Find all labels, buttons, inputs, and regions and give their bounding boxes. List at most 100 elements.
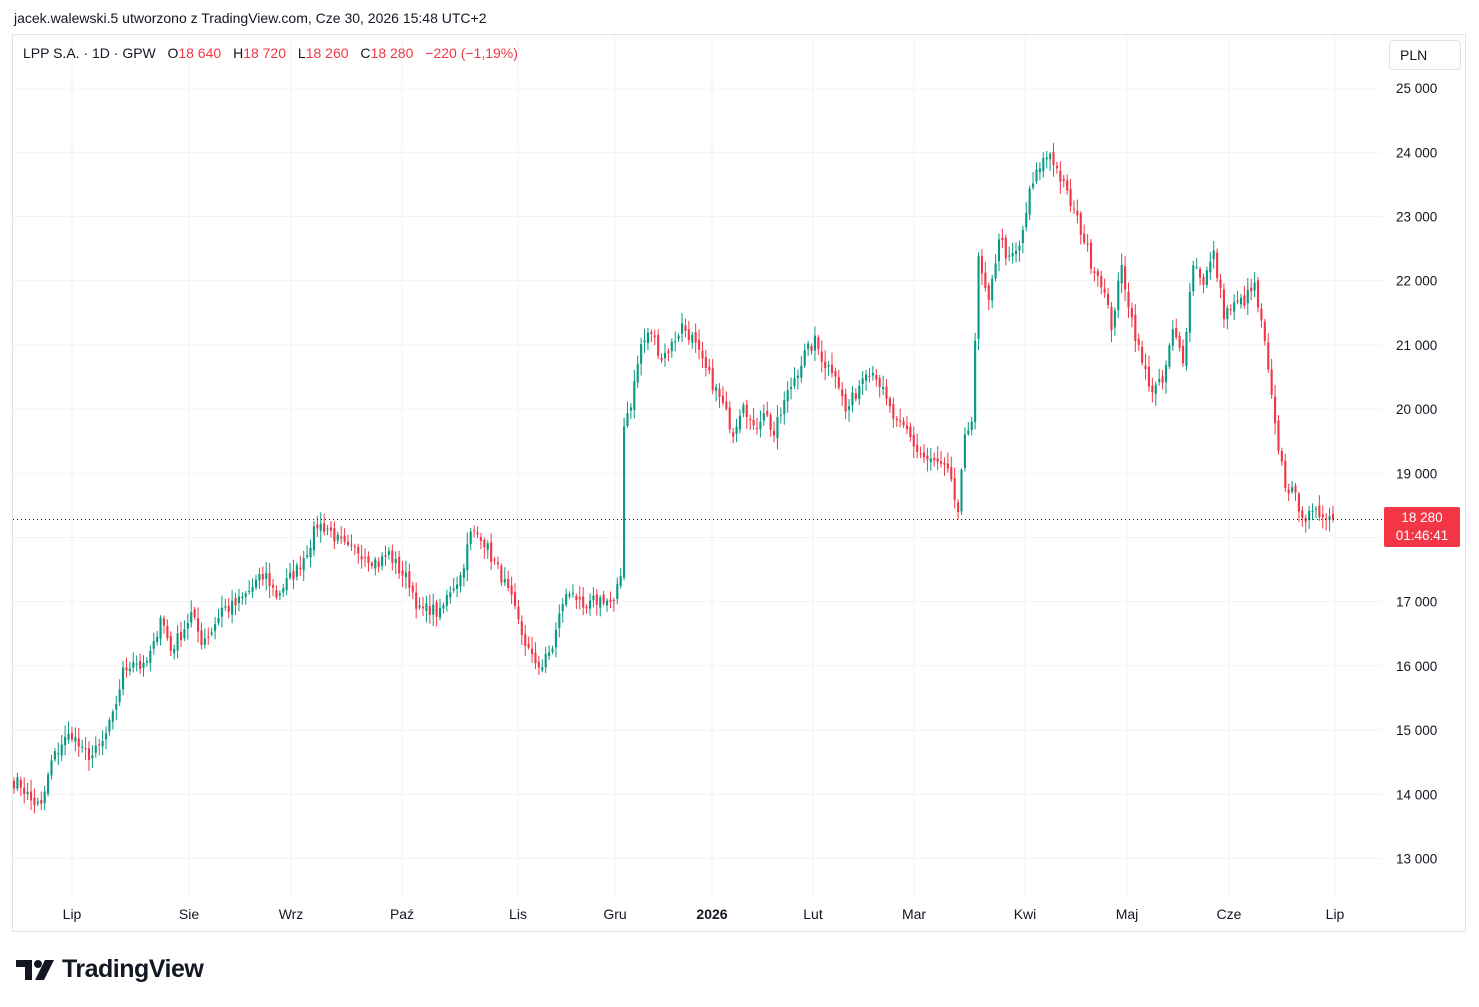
high-label: H — [233, 45, 244, 61]
candle-body — [336, 534, 339, 541]
candle-body — [926, 455, 929, 460]
candle-body — [779, 414, 782, 416]
candle-body — [960, 470, 963, 512]
candle-body — [858, 385, 861, 400]
open-label: O — [167, 45, 179, 61]
candle-body — [623, 426, 626, 578]
time-tick-label: Sie — [179, 906, 199, 922]
candle-body — [33, 797, 36, 806]
candle-body — [84, 748, 87, 750]
candle-body — [738, 415, 742, 430]
candle-body — [295, 565, 298, 577]
candle-body — [636, 363, 639, 383]
candle-body — [854, 393, 857, 400]
candle-body — [1321, 514, 1324, 518]
candle-body — [1280, 451, 1283, 462]
candle-body — [1134, 314, 1137, 342]
candle-body — [544, 653, 547, 668]
candle-body — [394, 558, 397, 564]
candle-body — [1205, 270, 1208, 286]
candle-body — [1008, 255, 1011, 257]
candle-body — [605, 600, 609, 606]
price-tick-label: 21 000 — [1396, 338, 1437, 353]
candle-body — [43, 791, 46, 804]
candle-body — [1079, 213, 1082, 235]
candle-body — [329, 527, 333, 531]
candle-body — [169, 635, 172, 651]
tradingview-logo[interactable]: TradingView — [16, 955, 204, 984]
candle-body — [568, 594, 571, 597]
candle-body — [721, 395, 724, 403]
candle-body — [268, 573, 271, 586]
candle-body — [929, 458, 932, 462]
candle-body — [401, 570, 404, 576]
candle-body — [980, 256, 984, 274]
candle-body — [646, 332, 649, 344]
candle-body — [725, 401, 728, 409]
candle-body — [196, 618, 200, 632]
candle-body — [1141, 346, 1144, 363]
candle-body — [1219, 279, 1222, 288]
candle-body — [231, 600, 234, 615]
candle-body — [81, 746, 84, 748]
candle-body — [1314, 508, 1318, 510]
candle-body — [227, 605, 230, 612]
price-tick-label: 19 000 — [1396, 466, 1437, 481]
price-tick-label: 14 000 — [1396, 787, 1437, 802]
candle-body — [629, 407, 632, 411]
candle-body — [1277, 420, 1280, 451]
candle-body — [997, 239, 1001, 262]
candle-body — [1154, 384, 1157, 394]
candle-body — [830, 364, 834, 374]
candle-body — [162, 618, 166, 626]
candle-body — [16, 777, 19, 789]
price-tick-label: 24 000 — [1396, 145, 1437, 160]
candle-body — [486, 543, 489, 550]
candle-body — [548, 652, 551, 656]
candle-body — [74, 737, 77, 742]
candle-body — [251, 586, 254, 592]
candle-body — [271, 585, 275, 588]
candle-body — [111, 711, 114, 722]
candle-body — [462, 568, 465, 578]
candle-body — [899, 420, 902, 422]
candle-body — [745, 404, 748, 418]
candle-body — [1120, 265, 1123, 284]
candle-body — [1202, 277, 1205, 285]
candle-body — [1181, 345, 1185, 364]
candle-body — [1195, 266, 1198, 268]
change-value: −220 (−1,19%) — [425, 45, 518, 61]
candle-body — [1103, 288, 1106, 293]
candle-body — [524, 634, 527, 646]
candle-body — [149, 650, 152, 663]
candle-body — [483, 539, 486, 548]
candle-body — [1069, 188, 1072, 206]
currency-button[interactable]: PLN — [1389, 40, 1461, 70]
candle-body — [207, 636, 210, 638]
candle-body — [984, 272, 987, 289]
candle-body — [1151, 385, 1154, 393]
candle-body — [865, 374, 868, 381]
candle-body — [421, 606, 425, 609]
candle-body — [57, 752, 60, 755]
candle-body — [650, 332, 653, 334]
candle-body — [582, 596, 585, 608]
candle-body — [285, 578, 288, 591]
symbol-label[interactable]: LPP S.A. · 1D · GPW — [23, 45, 156, 61]
candle-body — [531, 648, 534, 655]
candle-body — [766, 411, 769, 416]
candle-body — [517, 606, 520, 620]
candle-body — [871, 372, 874, 376]
candle-body — [1083, 233, 1086, 243]
candle-body — [1035, 169, 1038, 182]
candle-body — [752, 419, 755, 426]
candle-body — [1137, 338, 1140, 345]
candle-body — [1106, 293, 1110, 306]
candle-body — [1291, 487, 1294, 492]
candle-body — [1297, 493, 1300, 512]
candle-body — [128, 668, 131, 672]
candle-body — [490, 542, 493, 562]
candle-body — [1175, 328, 1178, 338]
candle-body — [1025, 213, 1028, 228]
